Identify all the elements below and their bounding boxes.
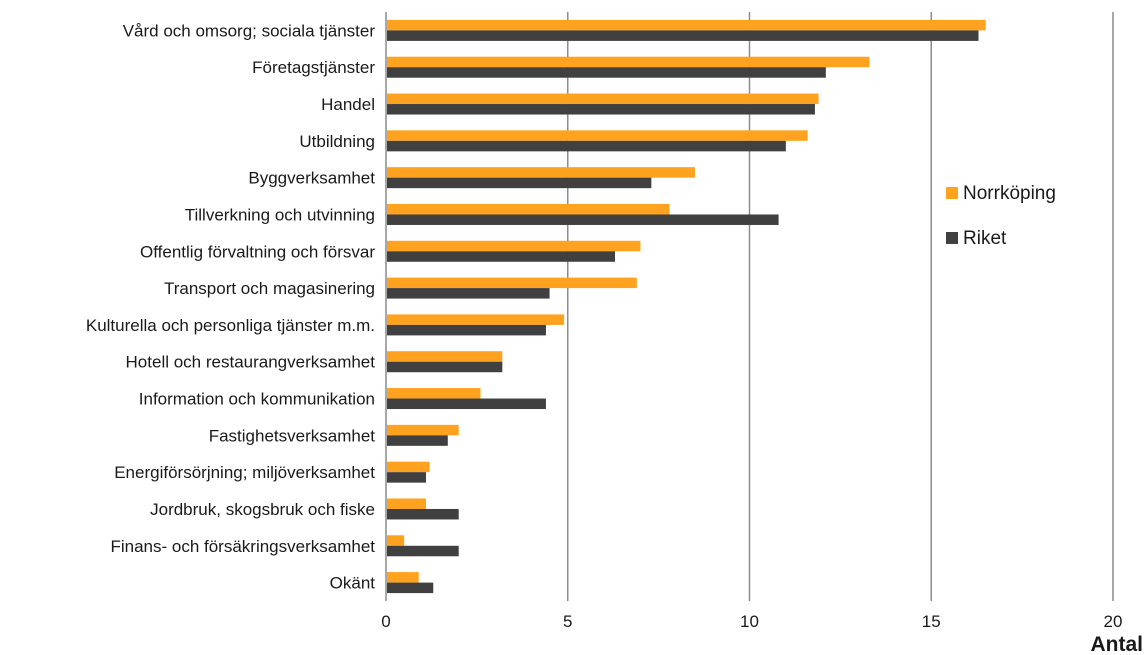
bar-norrk-ping-6 — [387, 240, 641, 252]
bar-norrk-ping-9 — [387, 351, 503, 362]
bar-riket-4 — [387, 177, 652, 189]
x-tick-labels: 0 5 10 15 20 — [381, 612, 1122, 631]
legend: Norrköping Riket — [946, 183, 1056, 249]
category-label: Handel — [321, 95, 375, 114]
category-labels: Vård och omsorg; sociala tjänster Företag… — [86, 21, 375, 592]
bar-riket-15 — [387, 582, 434, 594]
legend-swatch-riket — [946, 232, 958, 244]
bar-norrk-ping-11 — [387, 424, 459, 436]
category-label: Information och kommunikation — [139, 390, 375, 409]
category-label: Hotell och restaurangverksamhet — [126, 353, 376, 372]
bar-norrk-ping-15 — [387, 572, 419, 583]
category-label: Byggverksamhet — [248, 169, 375, 188]
bar-norrk-ping-8 — [387, 314, 565, 325]
x-tick-label: 15 — [922, 612, 941, 631]
bar-riket-7 — [387, 288, 550, 299]
category-label: Finans- och försäkringsverksamhet — [110, 537, 375, 556]
bar-riket-13 — [387, 508, 459, 520]
bar-norrk-ping-12 — [387, 461, 430, 473]
bar-riket-5 — [387, 214, 779, 225]
bar-norrk-ping-5 — [387, 203, 670, 215]
bar-riket-9 — [387, 361, 503, 373]
bar-riket-1 — [387, 67, 826, 78]
bar-riket-11 — [387, 435, 448, 446]
bar-norrk-ping-13 — [387, 498, 426, 509]
legend-swatch-norrk-ping — [946, 187, 958, 199]
bar-norrk-ping-14 — [387, 535, 405, 546]
bar-norrk-ping-2 — [387, 93, 819, 105]
category-label: Energiförsörjning; miljöverksamhet — [114, 463, 375, 482]
x-tick-label: 20 — [1104, 612, 1123, 631]
bar-riket-12 — [387, 472, 426, 483]
bar-norrk-ping-3 — [387, 130, 808, 141]
category-label: Fastighetsverksamhet — [209, 426, 376, 445]
bar-riket-3 — [387, 140, 786, 152]
category-label: Jordbruk, skogsbruk och fiske — [150, 500, 375, 519]
bar-norrk-ping-1 — [387, 56, 870, 68]
legend-label: Riket — [963, 228, 1007, 249]
x-tick-label: 5 — [563, 612, 572, 631]
bar-norrk-ping-4 — [387, 167, 695, 178]
bar-riket-14 — [387, 545, 459, 557]
bar-norrk-ping-0 — [387, 19, 986, 31]
bars — [387, 19, 986, 594]
bar-riket-0 — [387, 30, 979, 41]
category-label: Utbildning — [299, 132, 375, 151]
bar-riket-6 — [387, 251, 616, 262]
x-tick-label: 10 — [740, 612, 759, 631]
category-label: Okänt — [330, 574, 376, 593]
category-label: Vård och omsorg; sociala tjänster — [123, 21, 376, 40]
bar-norrk-ping-7 — [387, 277, 637, 289]
legend-label: Norrköping — [963, 183, 1056, 204]
category-label: Kulturella och personliga tjänster m.m. — [86, 316, 375, 335]
bar-riket-10 — [387, 398, 546, 410]
x-axis-title: Antal — [1091, 633, 1144, 655]
bar-riket-8 — [387, 324, 546, 336]
category-label: Transport och magasinering — [164, 279, 375, 298]
bar-riket-2 — [387, 104, 815, 115]
category-label: Företagstjänster — [252, 58, 375, 77]
category-label: Offentlig förvaltning och försvar — [140, 242, 375, 261]
bar-norrk-ping-10 — [387, 388, 481, 399]
x-tick-label: 0 — [381, 612, 390, 631]
category-label: Tillverkning och utvinning — [185, 205, 375, 224]
